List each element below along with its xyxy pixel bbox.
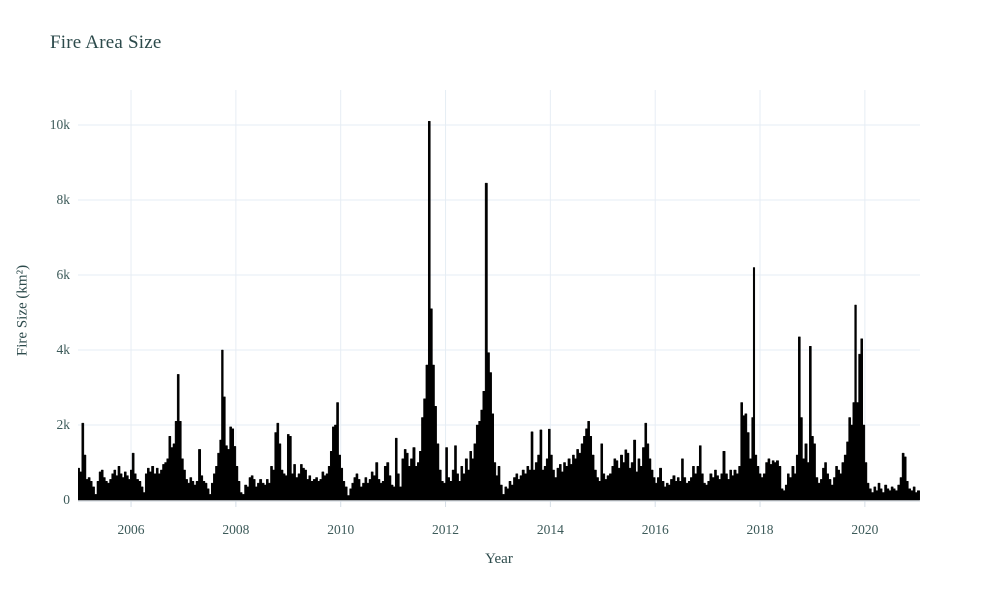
x-tick-label: 2006 bbox=[117, 522, 145, 537]
y-axis-title: Fire Size (km²) bbox=[14, 264, 31, 357]
y-tick-label: 4k bbox=[56, 341, 71, 357]
fire-area-series bbox=[78, 120, 920, 501]
y-tick-label: 6k bbox=[56, 266, 71, 282]
x-tick-label: 2018 bbox=[746, 522, 774, 537]
x-tick-label: 2020 bbox=[851, 522, 879, 537]
y-tick-label: 0 bbox=[63, 492, 70, 507]
axis-ticks bbox=[78, 500, 920, 507]
y-tick-label: 2k bbox=[56, 416, 71, 432]
x-tick-label: 2008 bbox=[222, 522, 250, 537]
plot-area[interactable] bbox=[78, 90, 920, 510]
x-tick-label: 2012 bbox=[432, 522, 460, 537]
y-tick-label: 8k bbox=[56, 191, 71, 207]
x-axis-title: Year bbox=[485, 551, 513, 567]
x-tick-label: 2010 bbox=[327, 522, 355, 537]
x-tick-label: 2016 bbox=[641, 522, 669, 537]
gridlines bbox=[78, 90, 920, 500]
x-tick-label: 2014 bbox=[536, 522, 564, 537]
chart-title: Fire Area Size bbox=[50, 32, 162, 53]
y-tick-label: 10k bbox=[49, 116, 70, 132]
